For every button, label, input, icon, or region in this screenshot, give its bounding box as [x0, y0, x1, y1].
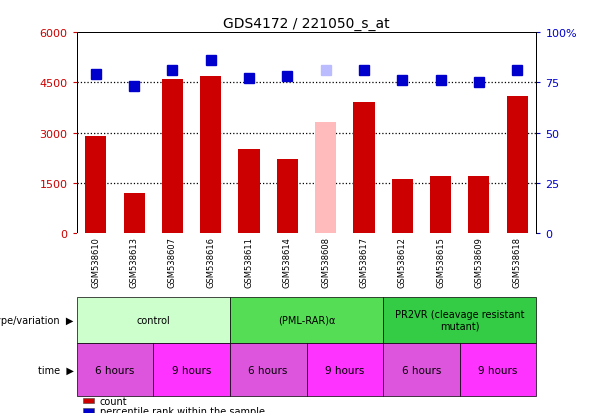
Text: GSM538607: GSM538607 [168, 237, 177, 287]
Text: GSM538609: GSM538609 [474, 237, 484, 287]
Bar [277, 160, 298, 233]
Text: PR2VR (cleavage resistant
mutant): PR2VR (cleavage resistant mutant) [395, 309, 525, 331]
Text: GSM538617: GSM538617 [359, 237, 368, 287]
Text: GSM538618: GSM538618 [512, 237, 522, 287]
Bar [392, 180, 413, 233]
Bar [430, 177, 451, 233]
Text: GSM538613: GSM538613 [129, 237, 139, 287]
Bar [162, 80, 183, 233]
Bar [85, 137, 106, 233]
Text: GSM538616: GSM538616 [206, 237, 215, 287]
Text: GSM538612: GSM538612 [398, 237, 407, 287]
Text: 9 hours: 9 hours [325, 365, 365, 375]
Text: GSM538611: GSM538611 [245, 237, 254, 287]
Text: 6 hours: 6 hours [402, 365, 441, 375]
Bar [507, 97, 528, 233]
Bar [354, 103, 375, 233]
Text: 6 hours: 6 hours [248, 365, 288, 375]
Text: percentile rank within the sample: percentile rank within the sample [100, 406, 265, 413]
Bar [124, 193, 145, 233]
Bar [306, 343, 383, 396]
Text: genotype/variation  ▶: genotype/variation ▶ [0, 315, 74, 325]
Bar [153, 343, 230, 396]
Text: GSM538615: GSM538615 [436, 237, 445, 287]
Text: count: count [100, 396, 128, 406]
Bar [77, 297, 230, 343]
Text: time  ▶: time ▶ [37, 365, 74, 375]
Bar [238, 150, 259, 233]
Bar [230, 297, 383, 343]
Text: GSM538610: GSM538610 [91, 237, 101, 287]
Bar [468, 177, 489, 233]
Bar [230, 343, 306, 396]
Text: GSM538608: GSM538608 [321, 237, 330, 287]
Text: 9 hours: 9 hours [478, 365, 518, 375]
Title: GDS4172 / 221050_s_at: GDS4172 / 221050_s_at [223, 17, 390, 31]
Bar [460, 343, 536, 396]
Text: 9 hours: 9 hours [172, 365, 211, 375]
Bar [77, 343, 153, 396]
Bar [315, 123, 336, 233]
Bar [200, 76, 221, 233]
Text: control: control [136, 315, 170, 325]
Text: GSM538614: GSM538614 [283, 237, 292, 287]
Text: 6 hours: 6 hours [95, 365, 135, 375]
Bar [383, 343, 460, 396]
Bar [383, 297, 536, 343]
Text: (PML-RAR)α: (PML-RAR)α [278, 315, 335, 325]
